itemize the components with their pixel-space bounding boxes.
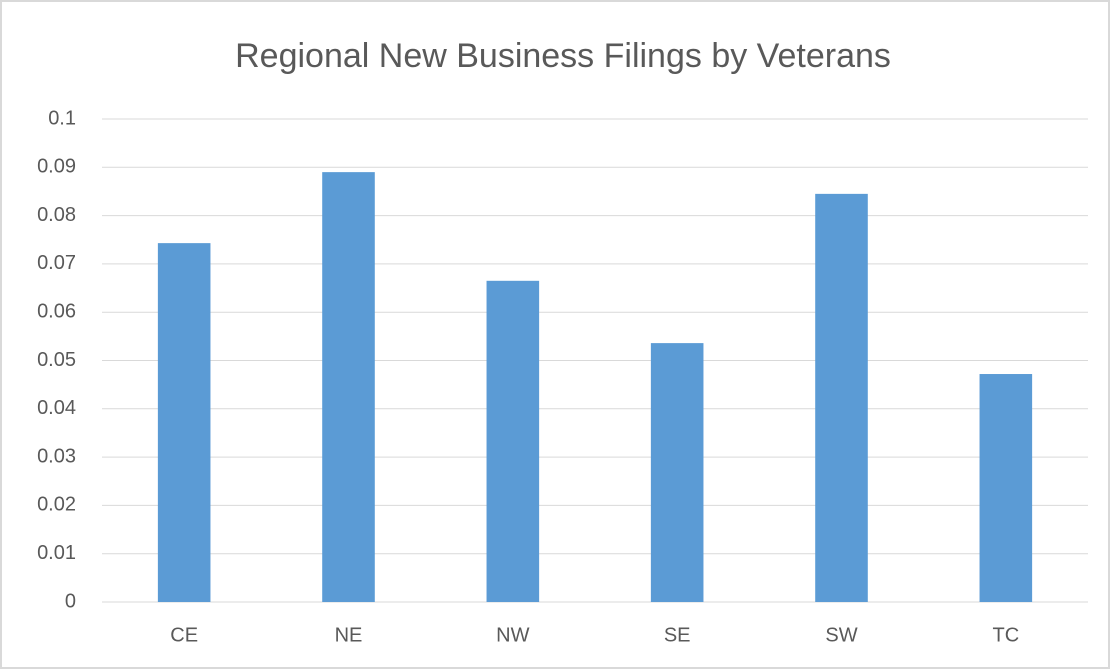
y-tick-label: 0: [65, 590, 76, 612]
bar: [815, 193, 868, 603]
y-tick-label: 0.03: [37, 445, 76, 467]
x-tick-label: SW: [825, 624, 857, 646]
y-tick-label: 0.1: [48, 107, 76, 129]
bar: [157, 243, 211, 603]
x-tick-label: SE: [664, 624, 691, 646]
y-tick-label: 0.06: [37, 300, 76, 322]
y-tick-label: 0.09: [37, 156, 76, 178]
bar: [486, 280, 540, 602]
x-tick-label: CE: [170, 624, 198, 646]
y-tick-label: 0.01: [37, 542, 76, 564]
x-tick-label: NW: [496, 624, 529, 646]
bar: [322, 172, 375, 602]
y-tick-label: 0.04: [37, 397, 76, 419]
y-tick-label: 0.07: [37, 252, 76, 274]
y-tick-label: 0.08: [37, 204, 76, 226]
x-tick-label: NE: [335, 624, 363, 646]
bar: [650, 343, 704, 602]
x-tick-label: TC: [992, 624, 1019, 646]
bar: [979, 374, 1033, 602]
chart-title: Regional New Business Filings by Veteran…: [235, 37, 891, 75]
y-tick-label: 0.05: [37, 349, 76, 371]
y-tick-label: 0.02: [37, 494, 76, 516]
